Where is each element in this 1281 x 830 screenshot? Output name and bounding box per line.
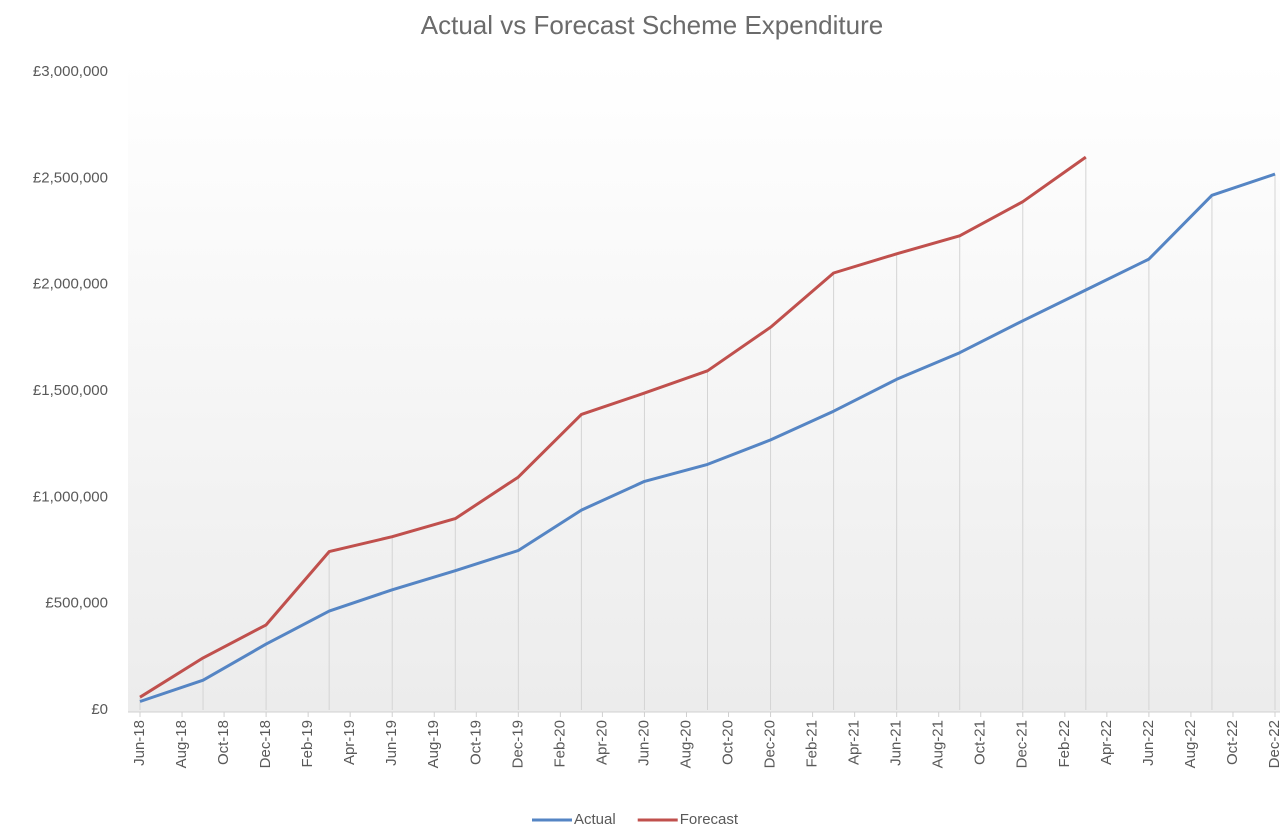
y-tick-label: £1,500,000: [33, 382, 108, 399]
x-tick-label: Jun-18: [131, 720, 148, 766]
series-line: [139, 155, 1087, 699]
x-tick-label: Jun-21: [888, 720, 905, 766]
x-tick-label: Apr-21: [846, 720, 863, 765]
chart-title: Actual vs Forecast Scheme Expenditure: [421, 10, 883, 40]
y-tick-label: £2,000,000: [33, 276, 108, 293]
x-tick-label: Oct-21: [972, 720, 989, 765]
y-tick-label: £0: [91, 701, 108, 718]
x-tick-label: Jun-22: [1140, 720, 1157, 766]
x-tick-label: Oct-19: [467, 720, 484, 765]
x-tick-label: Feb-19: [299, 720, 316, 768]
x-tick-label: Feb-21: [804, 720, 821, 768]
x-tick-label: Dec-21: [1014, 720, 1031, 768]
x-tick-label: Jun-19: [383, 720, 400, 766]
y-tick-label: £2,500,000: [33, 169, 108, 186]
x-tick-label: Apr-19: [341, 720, 358, 765]
x-tick-label: Apr-22: [1098, 720, 1115, 765]
x-tick-label: Oct-18: [215, 720, 232, 765]
x-tick-label: Aug-21: [930, 720, 947, 768]
x-tick-label: Oct-20: [719, 720, 736, 765]
x-tick-label: Jun-20: [635, 720, 652, 766]
x-tick-label: Dec-20: [762, 720, 779, 768]
x-tick-label: Aug-19: [425, 720, 442, 768]
x-tick-label: Aug-18: [173, 720, 190, 768]
y-tick-label: £500,000: [45, 595, 108, 612]
x-tick-label: Apr-20: [593, 720, 610, 765]
x-tick-label: Feb-20: [551, 720, 568, 768]
x-tick-label: Dec-22: [1266, 720, 1281, 768]
x-tick-label: Dec-19: [509, 720, 526, 768]
y-tick-label: £1,000,000: [33, 488, 108, 505]
x-tick-label: Feb-22: [1056, 720, 1073, 768]
legend-label: Actual: [574, 811, 616, 828]
legend-label: Forecast: [680, 811, 739, 828]
x-tick-label: Oct-22: [1224, 720, 1241, 765]
y-tick-label: £3,000,000: [33, 63, 108, 80]
x-tick-label: Aug-22: [1182, 720, 1199, 768]
series-line: [139, 172, 1276, 703]
x-tick-label: Dec-18: [257, 720, 274, 768]
x-tick-label: Aug-20: [677, 720, 694, 768]
plot-area: [128, 60, 1280, 712]
